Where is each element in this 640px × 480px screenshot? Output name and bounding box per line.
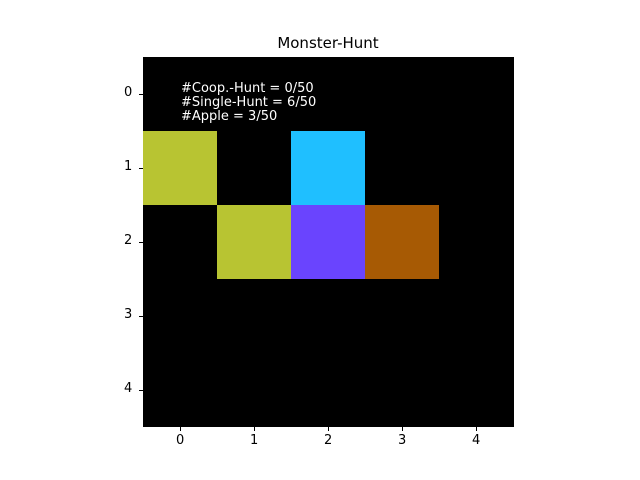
plot-title: Monster-Hunt [277, 34, 379, 52]
grid-cell-entity-2-3 [365, 205, 439, 279]
y-tick-mark [139, 242, 143, 243]
x-tick-label: 3 [398, 433, 407, 448]
y-tick-mark [139, 168, 143, 169]
x-tick-mark [476, 427, 477, 431]
coop-hunt-count: #Coop.-Hunt = 0/50 [181, 81, 314, 96]
apple-count: #Apple = 3/50 [181, 109, 278, 124]
x-tick-mark [328, 427, 329, 431]
x-tick-label: 0 [176, 433, 185, 448]
x-tick-mark [402, 427, 403, 431]
x-tick-mark [180, 427, 181, 431]
x-tick-label: 2 [324, 433, 333, 448]
stats-overlay: #Coop.-Hunt = 0/50 #Single-Hunt = 6/50 #… [181, 82, 316, 124]
single-hunt-count: #Single-Hunt = 6/50 [181, 95, 317, 110]
grid-cell-agent-1-0 [143, 131, 217, 205]
y-tick-label: 0 [124, 85, 133, 100]
y-tick-label: 3 [124, 307, 133, 322]
grid-cell-agent-2-1 [217, 205, 291, 279]
y-tick-label: 1 [124, 159, 133, 174]
game-board [143, 57, 514, 427]
y-tick-mark [139, 94, 143, 95]
y-tick-mark [139, 390, 143, 391]
y-tick-label: 4 [124, 381, 133, 396]
y-tick-mark [139, 316, 143, 317]
y-tick-label: 2 [124, 233, 133, 248]
x-tick-label: 1 [250, 433, 259, 448]
x-tick-label: 4 [472, 433, 481, 448]
x-tick-mark [254, 427, 255, 431]
grid-cell-entity-2-2 [291, 205, 365, 279]
grid-cell-entity-1-2 [291, 131, 365, 205]
